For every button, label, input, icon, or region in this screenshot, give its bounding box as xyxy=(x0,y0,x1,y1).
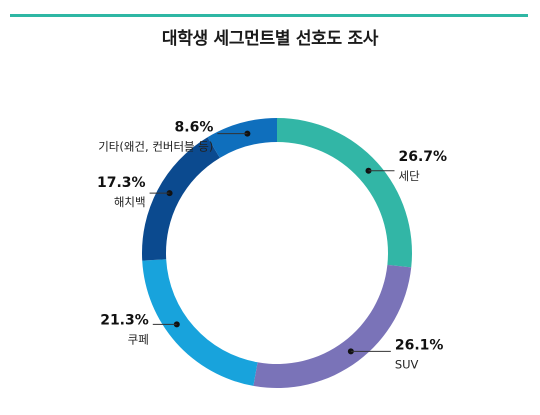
slice-category-label: 세단 xyxy=(398,169,420,183)
slice-category-label: 쿠페 xyxy=(128,332,149,346)
slice-value-label: 17.3% xyxy=(97,175,146,191)
slice-value-label: 8.6% xyxy=(175,120,214,136)
chart-title: 대학생 세그먼트별 선호도 조사 xyxy=(161,29,379,49)
donut-slice xyxy=(253,264,412,389)
donut-slice xyxy=(142,137,220,261)
slice-value-label: 26.1% xyxy=(395,337,444,353)
slice-category-label: 해치백 xyxy=(114,195,146,209)
slice-labels: 26.7% 세단 26.1% SUV 21.3% 쿠페 17.3% 해치백 8.6% 기타(왜건,… xyxy=(97,120,447,372)
donut-slice xyxy=(142,259,258,386)
slice-category-label: 기타(왜건, 컨버터블 등) xyxy=(98,140,213,154)
donut-slice xyxy=(277,118,412,268)
slice-value-label: 21.3% xyxy=(100,312,149,328)
slice-value-label: 26.7% xyxy=(398,149,447,165)
top-accent-rule xyxy=(10,14,528,17)
donut-slice xyxy=(207,118,277,158)
slice-category-label: SUV xyxy=(395,357,419,371)
donut-slices xyxy=(142,118,412,389)
